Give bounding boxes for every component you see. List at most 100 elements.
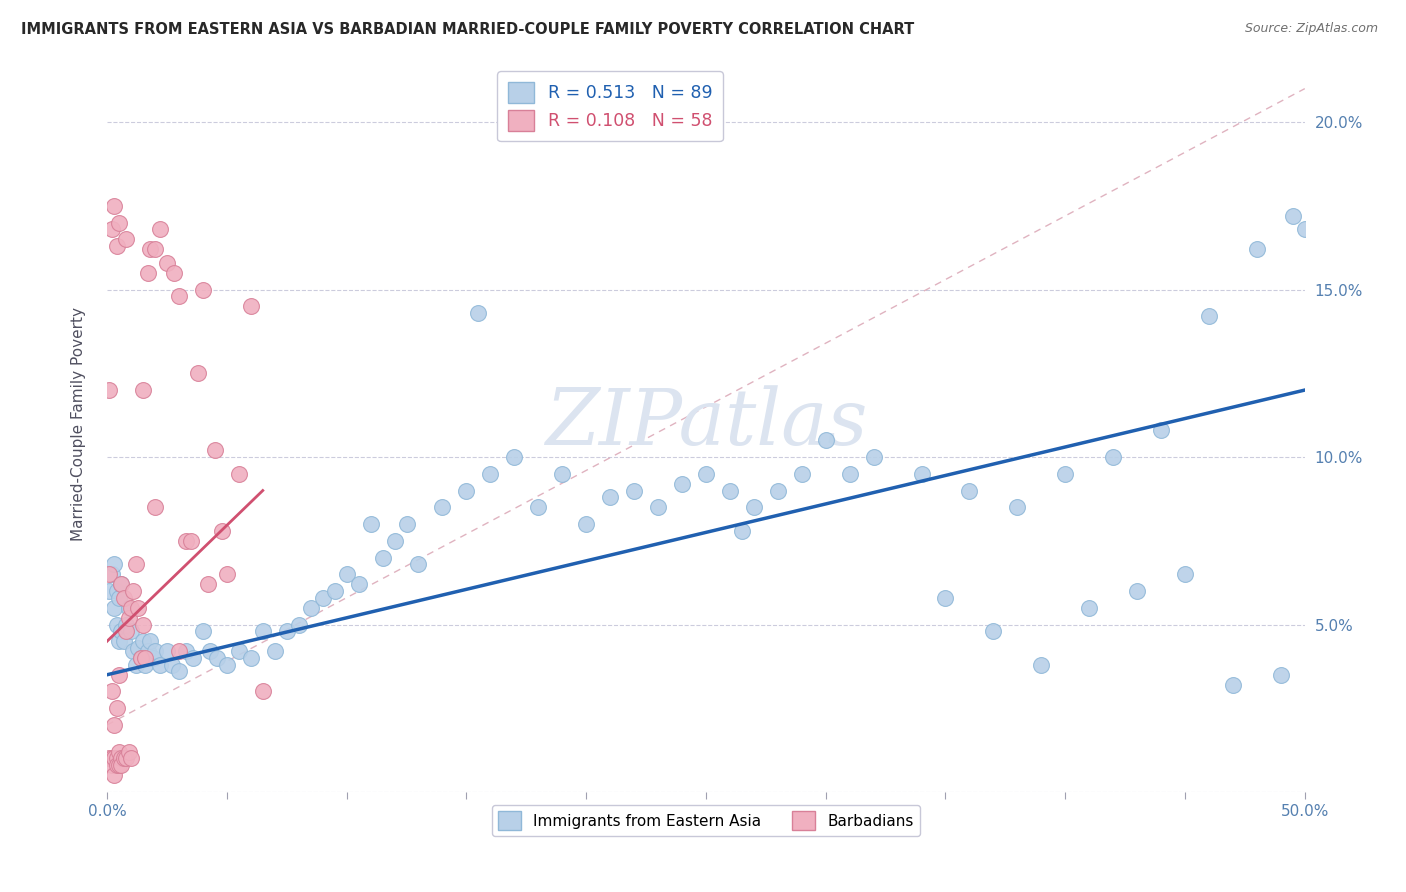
Point <box>105 758 128 772</box>
Point <box>551 467 574 481</box>
Point <box>263 644 285 658</box>
Point <box>456 483 478 498</box>
Point <box>129 651 152 665</box>
Point <box>384 533 406 548</box>
Point <box>122 584 145 599</box>
Point <box>149 657 172 672</box>
Point <box>503 450 526 464</box>
Point <box>120 624 142 639</box>
Point <box>934 591 956 605</box>
Point <box>167 665 190 679</box>
Point <box>395 516 418 531</box>
Point <box>695 467 717 481</box>
Point <box>575 516 598 531</box>
Point <box>1270 667 1292 681</box>
Point <box>103 718 125 732</box>
Point <box>139 634 162 648</box>
Point <box>143 243 166 257</box>
Point <box>120 751 142 765</box>
Point <box>167 644 190 658</box>
Point <box>191 283 214 297</box>
Point <box>239 651 262 665</box>
Point <box>105 617 128 632</box>
Point <box>108 634 131 648</box>
Point <box>1222 678 1244 692</box>
Point <box>108 591 131 605</box>
Point <box>174 644 197 658</box>
Point <box>718 483 741 498</box>
Point <box>142 651 165 665</box>
Point <box>136 266 159 280</box>
Point <box>122 644 145 658</box>
Point <box>1007 500 1029 515</box>
Point <box>1054 467 1077 481</box>
Point <box>98 567 121 582</box>
Point <box>167 289 190 303</box>
Point <box>187 367 209 381</box>
Point <box>731 524 754 538</box>
Point <box>276 624 298 639</box>
Point <box>599 490 621 504</box>
Point <box>983 624 1005 639</box>
Point <box>191 624 214 639</box>
Point <box>623 483 645 498</box>
Point <box>132 383 155 397</box>
Point <box>323 584 346 599</box>
Point <box>347 577 370 591</box>
Point <box>101 751 124 765</box>
Point <box>215 657 238 672</box>
Point <box>198 644 221 658</box>
Point <box>112 634 135 648</box>
Point <box>1294 222 1316 236</box>
Point <box>117 745 139 759</box>
Point <box>115 624 138 639</box>
Point <box>101 222 124 236</box>
Point <box>108 745 131 759</box>
Point <box>1126 584 1149 599</box>
Point <box>134 657 156 672</box>
Point <box>149 222 172 236</box>
Point <box>112 751 135 765</box>
Point <box>838 467 860 481</box>
Point <box>136 644 159 658</box>
Point <box>163 266 186 280</box>
Point <box>156 644 179 658</box>
Y-axis label: Married-Couple Family Poverty: Married-Couple Family Poverty <box>72 307 86 541</box>
Point <box>1078 600 1101 615</box>
Point <box>105 751 128 765</box>
Point <box>790 467 813 481</box>
Point <box>197 577 219 591</box>
Text: ZIPatlas: ZIPatlas <box>544 385 868 462</box>
Point <box>105 701 128 715</box>
Point <box>127 640 149 655</box>
Point <box>1031 657 1053 672</box>
Point <box>110 758 132 772</box>
Point <box>180 533 202 548</box>
Point <box>98 383 121 397</box>
Point <box>110 577 132 591</box>
Point <box>110 624 132 639</box>
Point <box>1246 243 1268 257</box>
Point <box>108 216 131 230</box>
Point <box>299 600 322 615</box>
Point <box>120 600 142 615</box>
Point <box>1102 450 1125 464</box>
Point <box>252 684 274 698</box>
Point <box>215 567 238 582</box>
Point <box>527 500 550 515</box>
Point <box>360 516 382 531</box>
Point <box>103 600 125 615</box>
Point <box>98 751 121 765</box>
Point <box>98 584 121 599</box>
Point <box>156 256 179 270</box>
Point <box>103 199 125 213</box>
Point <box>204 443 226 458</box>
Point <box>108 667 131 681</box>
Point <box>287 617 309 632</box>
Point <box>311 591 333 605</box>
Point <box>117 611 139 625</box>
Point <box>110 751 132 765</box>
Point <box>910 467 932 481</box>
Point <box>101 758 124 772</box>
Point <box>1174 567 1197 582</box>
